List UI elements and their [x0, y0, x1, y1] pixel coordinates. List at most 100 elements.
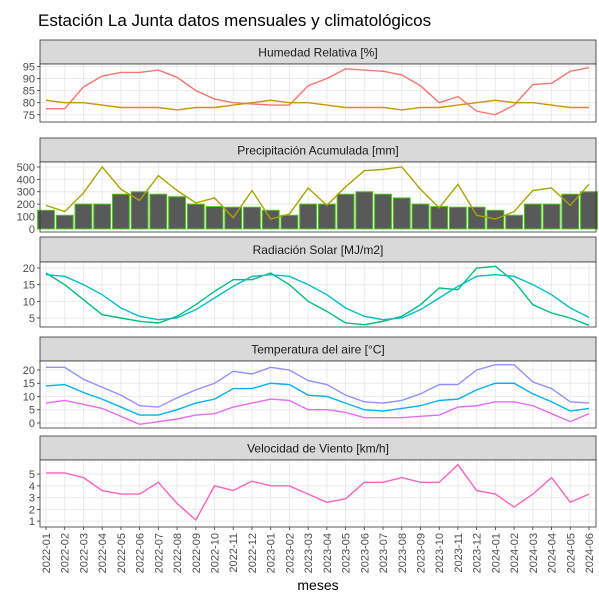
y-tick-label: 95 [23, 61, 35, 73]
bar [336, 193, 355, 230]
x-tick-label: 2022-05 [116, 533, 128, 573]
y-tick-label: 3 [29, 493, 35, 505]
plot-area [45, 265, 590, 326]
panel [40, 64, 596, 122]
x-tick-label: 2024-03 [528, 533, 540, 573]
bar [317, 203, 336, 230]
x-tick-label: 2022-02 [60, 533, 72, 573]
x-axis-label: meses [297, 577, 338, 593]
bar [55, 214, 74, 230]
y-tick-label: 80 [23, 98, 35, 110]
y-tick-label: 85 [23, 86, 35, 98]
chart-title: Estación La Junta datos mensuales y clim… [38, 11, 431, 30]
bar [523, 203, 542, 230]
x-tick-label: 2022-08 [172, 533, 184, 573]
line [45, 165, 590, 220]
y-tick-label: 5 [29, 469, 35, 481]
y-tick-label: 2 [29, 504, 35, 516]
y-tick-label: 4 [29, 481, 35, 493]
bar [37, 209, 55, 230]
line [46, 66, 590, 116]
x-tick-label: 2024-01 [490, 533, 502, 573]
panel [40, 361, 596, 428]
y-tick-label: 200 [17, 199, 35, 211]
strip [39, 137, 597, 163]
panel-border [39, 459, 597, 528]
y-tick-label: 20 [23, 365, 35, 377]
x-tick-label: 2022-11 [228, 533, 240, 573]
bar [580, 191, 598, 230]
bar [542, 203, 561, 230]
bar [411, 203, 430, 230]
y-tick-label: 10 [23, 296, 35, 308]
line [45, 398, 590, 426]
panel-border [39, 161, 597, 233]
x-tick-label: 2023-09 [415, 533, 427, 573]
panel-title: Temperatura del aire [°C] [251, 343, 385, 357]
bar [168, 196, 186, 230]
bar [74, 203, 93, 230]
x-tick-label: 2024-02 [509, 533, 521, 573]
bar [205, 206, 224, 230]
bar [374, 193, 392, 230]
panel-title: Precipitación Acumulada [mm] [237, 144, 398, 158]
y-tick-label: 5 [29, 313, 35, 325]
panel-border [39, 360, 597, 429]
y-tick-label: 300 [17, 187, 35, 199]
y-tick-label: 1 [29, 516, 35, 528]
x-tick-label: 2023-03 [303, 533, 315, 573]
y-tick-label: 5 [29, 405, 35, 417]
bar [467, 206, 486, 230]
x-tick-label: 2023-04 [322, 533, 334, 573]
y-tick-label: 100 [17, 212, 35, 224]
x-tick-label: 2023-01 [266, 533, 278, 573]
line [45, 99, 589, 111]
bar [130, 191, 149, 230]
panel-title: Humedad Relativa [%] [258, 46, 377, 60]
x-tick-label: 2023-06 [359, 533, 371, 573]
x-tick-label: 2022-10 [210, 533, 222, 573]
x-tick-label: 2022-03 [78, 533, 90, 573]
x-tick-label: 2023-07 [378, 533, 390, 573]
x-tick-label: 2024-06 [584, 533, 596, 573]
x-tick-label: 2022-12 [247, 533, 259, 573]
plot-area [46, 463, 590, 522]
bar [186, 203, 205, 230]
line [45, 273, 590, 321]
y-tick-label: 20 [23, 263, 35, 275]
strip [39, 435, 597, 461]
strip [39, 39, 597, 65]
bar [111, 193, 130, 230]
panel-title: Velocidad de Viento [km/h] [247, 442, 389, 456]
y-tick-label: 75 [23, 110, 35, 122]
x-tick-label: 2023-08 [397, 533, 409, 573]
panel [40, 262, 596, 327]
plot-area [37, 165, 598, 230]
line [45, 265, 590, 326]
x-tick-label: 2022-04 [97, 533, 109, 573]
bar [299, 203, 318, 230]
y-tick-label: 0 [29, 224, 35, 236]
line [45, 382, 590, 416]
line [46, 463, 590, 522]
x-tick-label: 2023-05 [341, 533, 353, 573]
x-tick-label: 2024-04 [547, 533, 559, 573]
bar [280, 214, 299, 230]
bar [392, 197, 411, 230]
bar [93, 203, 112, 230]
strip [39, 236, 597, 263]
panel-title: Radiación Solar [MJ/m2] [253, 243, 384, 257]
panel-border [39, 63, 597, 123]
x-tick-label: 2023-10 [434, 533, 446, 573]
y-tick-label: 0 [29, 418, 35, 430]
panel-border [39, 261, 597, 328]
bar [449, 206, 467, 230]
x-tick-label: 2022-09 [191, 533, 203, 573]
bar [243, 206, 261, 230]
bar [561, 193, 580, 230]
x-tick-label: 2022-07 [153, 533, 165, 573]
x-tick-label: 2023-11 [453, 533, 465, 573]
y-tick-label: 15 [23, 378, 35, 390]
x-tick-label: 2023-12 [472, 533, 484, 573]
